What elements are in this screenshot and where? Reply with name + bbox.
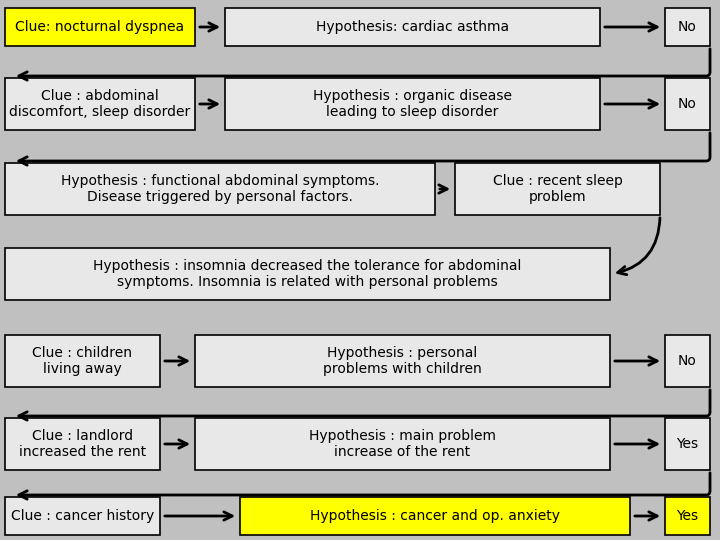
FancyBboxPatch shape [455, 163, 660, 215]
Text: Clue : abdominal
discomfort, sleep disorder: Clue : abdominal discomfort, sleep disor… [9, 89, 191, 119]
Text: Hypothesis: cardiac asthma: Hypothesis: cardiac asthma [316, 20, 509, 34]
FancyBboxPatch shape [5, 248, 610, 300]
Text: Hypothesis : functional abdominal symptoms.
Disease triggered by personal factor: Hypothesis : functional abdominal sympto… [60, 174, 379, 204]
Text: Yes: Yes [676, 509, 698, 523]
FancyBboxPatch shape [225, 78, 600, 130]
FancyBboxPatch shape [240, 497, 630, 535]
Text: Yes: Yes [676, 437, 698, 451]
FancyBboxPatch shape [665, 78, 710, 130]
FancyBboxPatch shape [5, 8, 195, 46]
Text: Hypothesis : main problem
increase of the rent: Hypothesis : main problem increase of th… [309, 429, 496, 459]
Text: No: No [678, 20, 697, 34]
Text: Hypothesis : personal
problems with children: Hypothesis : personal problems with chil… [323, 346, 482, 376]
Text: Clue : landlord
increased the rent: Clue : landlord increased the rent [19, 429, 146, 459]
FancyBboxPatch shape [225, 8, 600, 46]
FancyBboxPatch shape [195, 335, 610, 387]
Text: No: No [678, 97, 697, 111]
FancyBboxPatch shape [5, 78, 195, 130]
FancyBboxPatch shape [5, 163, 435, 215]
FancyBboxPatch shape [5, 418, 160, 470]
FancyBboxPatch shape [665, 418, 710, 470]
FancyBboxPatch shape [665, 497, 710, 535]
Text: Clue : children
living away: Clue : children living away [32, 346, 132, 376]
Text: Hypothesis : organic disease
leading to sleep disorder: Hypothesis : organic disease leading to … [313, 89, 512, 119]
Text: Hypothesis : cancer and op. anxiety: Hypothesis : cancer and op. anxiety [310, 509, 560, 523]
Text: Clue : cancer history: Clue : cancer history [11, 509, 154, 523]
Text: No: No [678, 354, 697, 368]
FancyBboxPatch shape [665, 8, 710, 46]
FancyBboxPatch shape [5, 497, 160, 535]
Text: Clue : recent sleep
problem: Clue : recent sleep problem [492, 174, 622, 204]
Text: Clue: nocturnal dyspnea: Clue: nocturnal dyspnea [15, 20, 184, 34]
FancyBboxPatch shape [5, 335, 160, 387]
FancyBboxPatch shape [665, 335, 710, 387]
Text: Hypothesis : insomnia decreased the tolerance for abdominal
symptoms. Insomnia i: Hypothesis : insomnia decreased the tole… [94, 259, 522, 289]
FancyBboxPatch shape [195, 418, 610, 470]
